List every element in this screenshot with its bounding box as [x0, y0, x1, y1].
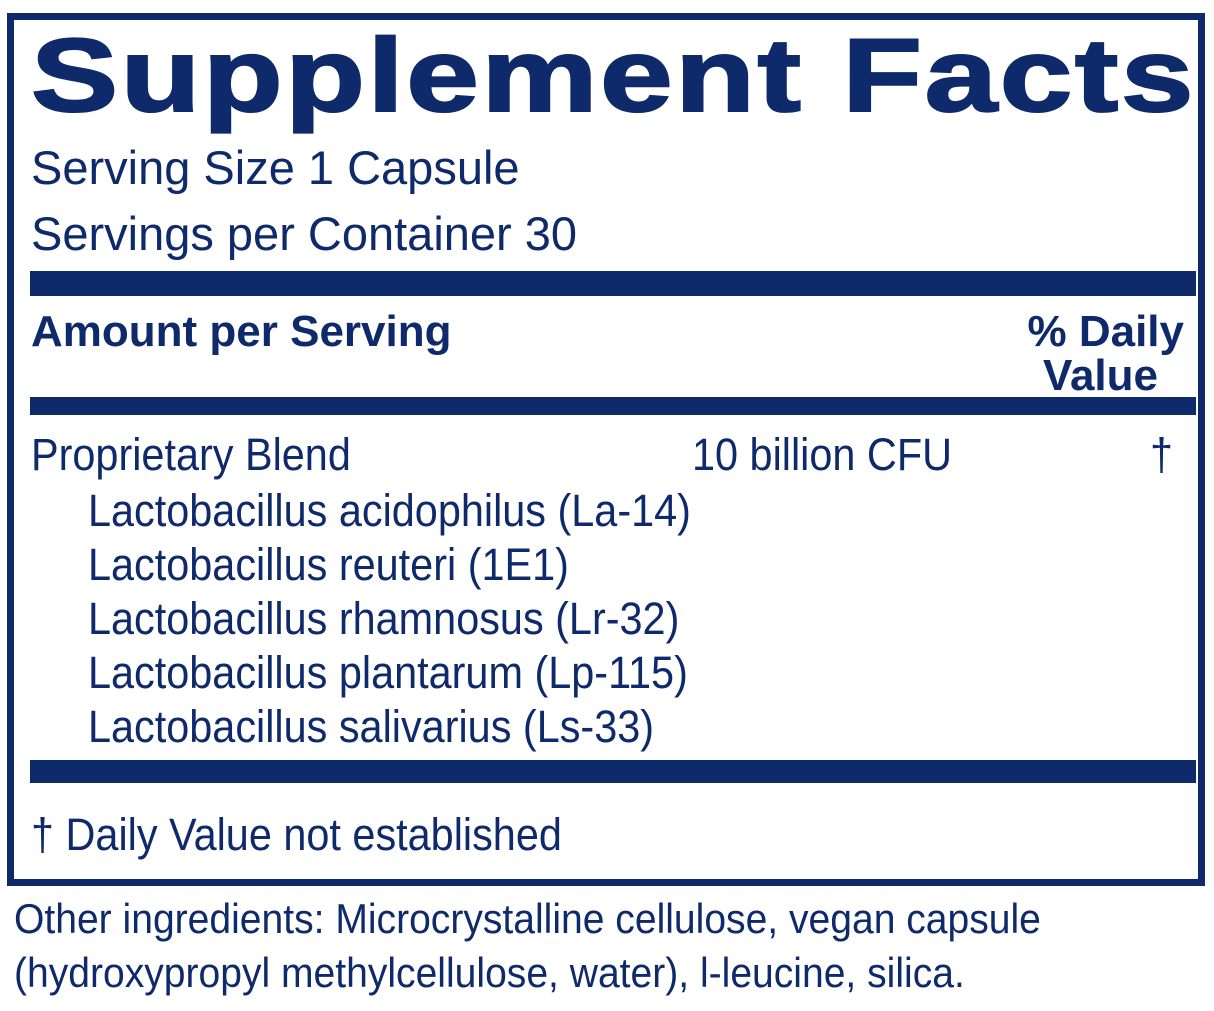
- other-ingredients-line1: Other ingredients: Microcrystalline cell…: [14, 895, 1041, 942]
- blend-dv: †: [1150, 429, 1174, 480]
- daily-value-header-line2: Value: [1043, 351, 1158, 400]
- servings-per-container: Servings per Container 30: [31, 207, 578, 260]
- divider-thick: [30, 271, 1196, 296]
- supplement-facts-panel: Supplement Facts Serving Size 1 Capsule …: [7, 13, 1205, 886]
- blend-name: Proprietary Blend: [31, 429, 351, 480]
- daily-value-header-line1: % Daily: [1027, 307, 1184, 356]
- other-ingredients-line2: (hydroxypropyl methylcellulose, water), …: [14, 949, 965, 996]
- amount-per-serving-header: Amount per Serving: [31, 307, 452, 356]
- ingredient-item: Lactobacillus reuteri (1E1): [88, 539, 569, 590]
- panel-title: Supplement Facts: [30, 18, 1196, 134]
- ingredient-item: Lactobacillus rhamnosus (Lr-32): [88, 593, 680, 644]
- divider-thick-bottom: [30, 760, 1196, 783]
- divider-medium: [30, 397, 1196, 415]
- ingredient-item: Lactobacillus plantarum (Lp-115): [88, 647, 688, 698]
- ingredient-item: Lactobacillus acidophilus (La-14): [88, 485, 691, 536]
- footnote: † Daily Value not established: [31, 809, 562, 860]
- blend-amount: 10 billion CFU: [692, 429, 953, 480]
- ingredient-item: Lactobacillus salivarius (Ls-33): [88, 701, 655, 752]
- serving-size: Serving Size 1 Capsule: [31, 141, 520, 194]
